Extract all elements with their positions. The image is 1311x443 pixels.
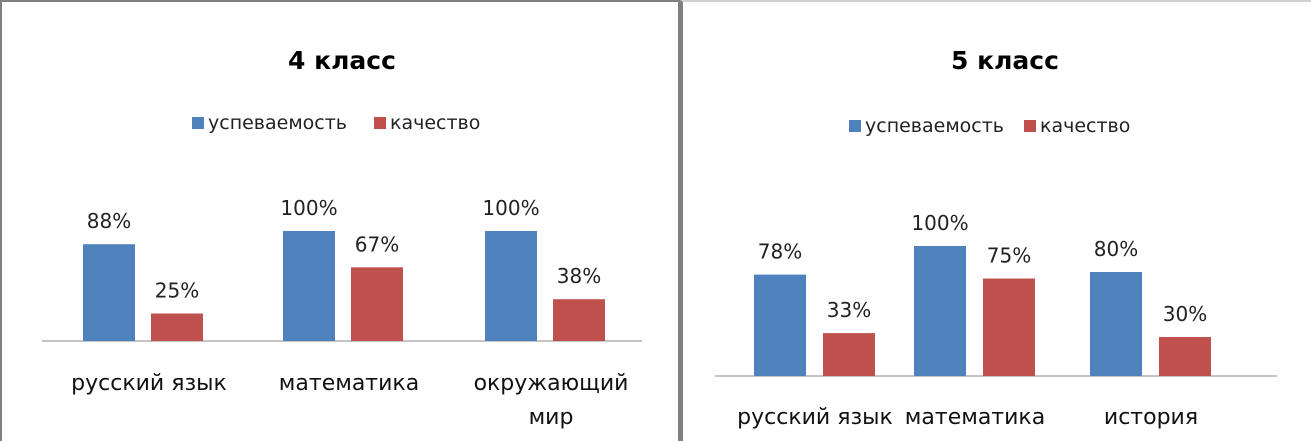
bar-quality-0 [151, 313, 203, 341]
bar-quality-2 [553, 299, 605, 341]
data-label: 25% [155, 279, 199, 303]
legend-swatch-quality [374, 117, 386, 129]
bar-quality-1 [351, 267, 403, 341]
bar-progress-0 [83, 244, 135, 341]
chart-marks: 88% 100% 100% 25% 67% 38% русский язык математи… [71, 196, 628, 430]
legend-label-quality: качество [1040, 115, 1130, 137]
category-label: математика [905, 405, 1045, 430]
category-label: математика [279, 371, 419, 396]
data-label: 38% [557, 264, 601, 288]
data-label: 100% [280, 196, 337, 220]
chart-marks: 78% 100% 80% 33% 75% 30% русский язык математик… [737, 211, 1211, 430]
bar-progress-1 [914, 246, 966, 376]
legend-label-quality: качество [390, 112, 480, 134]
bar-chart-4-class: 4 класс успеваемость качество 88% 100% 100… [42, 46, 642, 430]
bar-quality-1 [983, 278, 1035, 376]
data-label: 80% [1094, 237, 1138, 261]
bar-progress-2 [485, 231, 537, 341]
chart-panel-5-class: 5 класс успеваемость качество 78% 100% 80%… [680, 0, 1311, 441]
bar-quality-0 [823, 333, 875, 376]
category-label: история [1104, 405, 1198, 430]
data-label: 30% [1163, 302, 1207, 326]
legend-swatch-progress [849, 120, 861, 132]
legend: успеваемость качество [192, 112, 480, 134]
data-label: 100% [911, 211, 968, 235]
category-label: русский язык [71, 371, 227, 396]
data-label: 78% [758, 240, 802, 264]
data-label: 100% [482, 196, 539, 220]
chart-title: 5 класс [951, 46, 1059, 75]
legend-label-progress: успеваемость [208, 112, 347, 134]
data-label: 88% [87, 209, 131, 233]
legend-swatch-progress [192, 117, 204, 129]
chart-panel-4-class: 4 класс успеваемость качество 88% 100% 100… [0, 0, 680, 441]
chart-title: 4 класс [288, 46, 396, 75]
legend-label-progress: успеваемость [865, 115, 1004, 137]
data-label: 67% [355, 232, 399, 256]
bar-progress-1 [283, 231, 335, 341]
category-label: русский язык [737, 405, 893, 430]
category-label: окружающий мир [474, 371, 629, 430]
legend: успеваемость качество [849, 115, 1130, 137]
bar-progress-2 [1090, 272, 1142, 376]
data-label: 75% [987, 244, 1031, 268]
legend-swatch-quality [1024, 120, 1036, 132]
bar-progress-0 [754, 274, 806, 376]
data-label: 33% [827, 298, 871, 322]
bar-quality-2 [1159, 337, 1211, 376]
bar-chart-5-class: 5 класс успеваемость качество 78% 100% 80%… [715, 46, 1277, 430]
